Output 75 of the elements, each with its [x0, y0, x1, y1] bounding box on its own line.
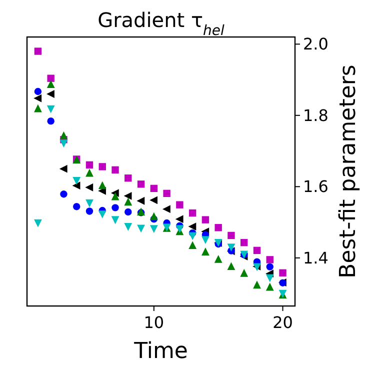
point [73, 202, 80, 210]
point [202, 216, 210, 224]
y-tick-label: 1.4 [303, 248, 328, 268]
chart-title: Gradient τ$_{hel}$ [98, 8, 225, 39]
point [98, 181, 106, 190]
point [46, 105, 55, 114]
y-tick-label: 2.0 [303, 34, 328, 54]
point [150, 225, 158, 234]
point [150, 212, 158, 220]
point [47, 74, 54, 82]
x-tick-label: 10 [144, 313, 164, 332]
point [201, 236, 210, 244]
point [214, 255, 222, 263]
point [124, 198, 132, 206]
point [163, 190, 170, 198]
point [136, 196, 145, 205]
point [227, 244, 236, 252]
x-axis-title: Time [133, 339, 188, 364]
point [253, 280, 261, 289]
y-axis-title: Best-fit parameters [336, 64, 361, 278]
point [112, 166, 119, 174]
point [201, 248, 210, 256]
point [175, 215, 184, 224]
point [85, 183, 94, 192]
point [60, 190, 68, 198]
point [150, 184, 158, 192]
point [214, 224, 222, 232]
point [86, 199, 94, 208]
point [188, 232, 197, 240]
point [266, 256, 274, 264]
point [240, 268, 248, 277]
point [228, 232, 235, 240]
point [34, 48, 42, 55]
x-tick-label: 20 [272, 313, 293, 332]
point [176, 201, 184, 208]
point [112, 204, 119, 212]
point [124, 222, 132, 231]
point [34, 104, 42, 112]
point [162, 205, 170, 214]
point [72, 176, 81, 185]
point [227, 262, 236, 270]
point [266, 263, 274, 270]
point [86, 208, 94, 215]
point [47, 117, 54, 125]
point [111, 216, 120, 224]
point [34, 94, 42, 102]
point [34, 88, 42, 96]
point [46, 80, 55, 88]
point [98, 210, 106, 218]
point [98, 163, 106, 170]
point [253, 246, 261, 254]
point [46, 90, 54, 98]
point [188, 209, 196, 217]
y-tick-label: 1.6 [303, 177, 328, 196]
point [124, 174, 132, 182]
point [188, 222, 196, 231]
point [188, 241, 197, 250]
point [150, 196, 158, 204]
y-tick-label: 1.8 [303, 106, 328, 125]
point [86, 161, 94, 169]
point [240, 238, 248, 246]
point [124, 208, 132, 216]
point [72, 182, 80, 190]
point [34, 219, 42, 228]
point [137, 180, 145, 188]
point [279, 269, 286, 276]
point [124, 192, 132, 200]
point [86, 168, 94, 177]
point [266, 274, 274, 282]
point [266, 282, 274, 291]
point [59, 164, 68, 173]
point [60, 140, 68, 148]
point [111, 192, 120, 200]
point [60, 131, 68, 140]
point [137, 224, 145, 233]
